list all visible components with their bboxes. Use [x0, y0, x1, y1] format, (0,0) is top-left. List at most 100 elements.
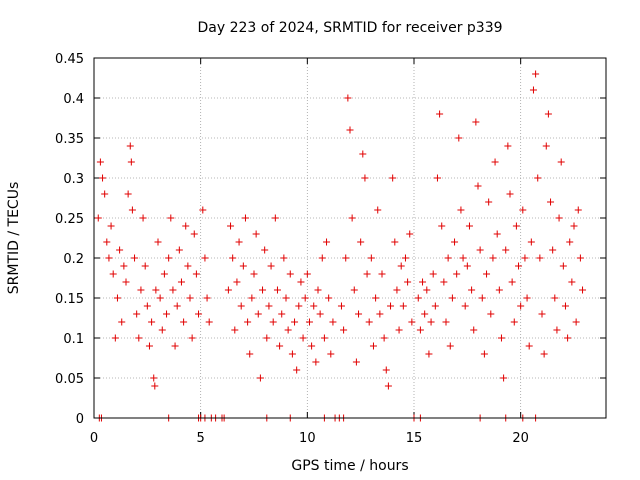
- x-tick-label: 5: [197, 431, 205, 446]
- data-point: [158, 326, 166, 334]
- data-point: [523, 294, 531, 302]
- data-point: [442, 318, 450, 326]
- data-point: [143, 302, 151, 310]
- plot-frame: [93, 57, 607, 419]
- data-point: [547, 198, 555, 206]
- data-point: [261, 246, 269, 254]
- data-point: [323, 238, 331, 246]
- data-point: [495, 286, 503, 294]
- data-point: [576, 254, 584, 262]
- data-point: [574, 206, 582, 214]
- x-tick-label: 20: [512, 431, 529, 446]
- data-point: [320, 334, 328, 342]
- data-point: [184, 262, 192, 270]
- data-point: [555, 214, 563, 222]
- data-point: [124, 190, 132, 198]
- data-point: [203, 294, 211, 302]
- data-point: [246, 350, 254, 358]
- data-point: [487, 310, 495, 318]
- data-point: [472, 118, 480, 126]
- data-point: [387, 302, 395, 310]
- data-point: [105, 254, 113, 262]
- data-point: [265, 302, 273, 310]
- data-point: [291, 318, 299, 326]
- data-point: [113, 294, 121, 302]
- data-point: [378, 270, 386, 278]
- data-point: [101, 190, 109, 198]
- data-point: [286, 270, 294, 278]
- data-point: [502, 246, 510, 254]
- data-point: [459, 254, 467, 262]
- data-point: [241, 214, 249, 222]
- data-point: [431, 302, 439, 310]
- data-point: [429, 270, 437, 278]
- data-point: [180, 318, 188, 326]
- data-point: [568, 278, 576, 286]
- data-point: [314, 286, 322, 294]
- data-point: [173, 302, 181, 310]
- data-point: [465, 222, 473, 230]
- data-point: [572, 318, 580, 326]
- data-point: [348, 214, 356, 222]
- data-point: [342, 254, 350, 262]
- data-point: [448, 294, 456, 302]
- data-point: [239, 262, 247, 270]
- data-point: [111, 334, 119, 342]
- data-point: [497, 334, 505, 342]
- data-point: [94, 214, 102, 222]
- x-tick-label: 0: [90, 431, 98, 446]
- data-point: [337, 302, 345, 310]
- data-point: [544, 110, 552, 118]
- data-point: [425, 350, 433, 358]
- data-point: [282, 294, 290, 302]
- data-point: [397, 262, 405, 270]
- data-point: [199, 206, 207, 214]
- data-point: [131, 254, 139, 262]
- data-point: [365, 318, 373, 326]
- data-point: [135, 334, 143, 342]
- data-point: [461, 302, 469, 310]
- data-point: [312, 358, 320, 366]
- data-point: [391, 238, 399, 246]
- data-point: [367, 254, 375, 262]
- data-point: [139, 214, 147, 222]
- data-point: [352, 358, 360, 366]
- data-point: [536, 254, 544, 262]
- data-point: [252, 230, 260, 238]
- data-point: [145, 342, 153, 350]
- data-point: [163, 310, 171, 318]
- data-point: [318, 254, 326, 262]
- data-point: [355, 310, 363, 318]
- data-point: [463, 262, 471, 270]
- data-point: [476, 246, 484, 254]
- data-point: [504, 142, 512, 150]
- data-point: [512, 222, 520, 230]
- data-point: [419, 278, 427, 286]
- data-point: [493, 230, 501, 238]
- data-point: [451, 238, 459, 246]
- data-point: [515, 262, 523, 270]
- data-point: [564, 334, 572, 342]
- data-point: [250, 270, 258, 278]
- data-point: [517, 302, 525, 310]
- data-point: [427, 318, 435, 326]
- data-point: [468, 286, 476, 294]
- data-point: [186, 294, 194, 302]
- data-point: [344, 94, 352, 102]
- data-point: [549, 246, 557, 254]
- data-point: [532, 70, 540, 78]
- x-tick-label: 15: [406, 431, 423, 446]
- data-point: [457, 206, 465, 214]
- y-tick-label: 0.4: [63, 92, 84, 107]
- data-point: [192, 270, 200, 278]
- data-point: [346, 126, 354, 134]
- data-point: [195, 310, 203, 318]
- data-point: [248, 294, 256, 302]
- data-point: [128, 206, 136, 214]
- data-point: [329, 318, 337, 326]
- data-point: [491, 158, 499, 166]
- data-point: [393, 286, 401, 294]
- data-point: [254, 310, 262, 318]
- data-point: [406, 230, 414, 238]
